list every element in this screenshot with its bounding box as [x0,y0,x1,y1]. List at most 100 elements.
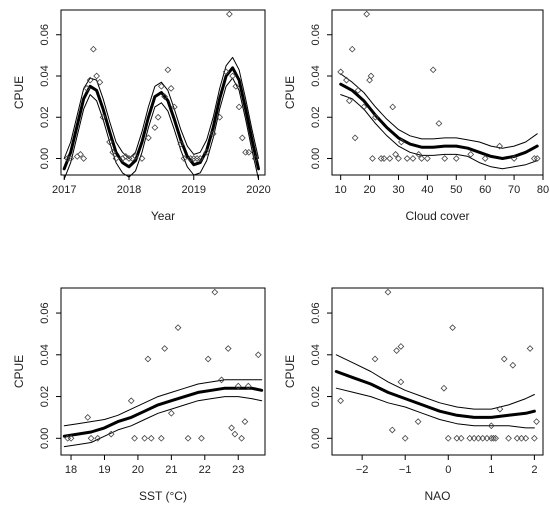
chart-year-data-point [80,155,88,162]
chart-cloud-data-point [398,138,405,146]
chart-cloud-data-point [343,76,350,84]
chart-sst-x-tick-label: 22 [199,464,211,476]
chart-cloud-x-tick-label: 60 [479,184,491,196]
chart-nao-y-tick-label: 0.00 [310,428,322,449]
chart-nao-data-point [531,434,538,442]
chart-year-data-point [96,78,104,86]
chart-cloud-y-tick-label: 0.04 [310,65,322,86]
chart-cloud-data-point [530,155,538,162]
chart-nao-data-point [414,418,422,425]
chart-nao-data-point [449,324,456,332]
chart-cloud-data-point [441,155,449,162]
chart-nao-data-point [371,355,379,363]
chart-cloud-data-point [418,155,425,162]
chart-cloud-x-tick-label: 40 [421,184,433,196]
chart-year-data-point [251,155,259,162]
chart-year-data-point [222,68,230,76]
chart-nao-data-point [397,343,405,350]
chart-cloud-y-axis-label: CPUE [283,76,297,109]
chart-nao-data-point [475,434,482,442]
chart-cloud-x-tick-label: 20 [363,184,375,196]
chart-nao-upper-band-line [335,354,535,410]
chart-year-data-point [109,148,117,156]
chart-nao-data-point [388,426,396,434]
chart-cloud-x-tick-label: 30 [392,184,404,196]
chart-nao-data-point [496,405,504,413]
chart-year-x-tick-label: 2020 [246,184,270,196]
chart-year-data-point [229,72,236,80]
chart-cloud-data-point [435,120,443,127]
chart-year-data-point [209,130,217,138]
chart-sst-x-tick-label: 20 [132,464,144,476]
chart-year-data-point [77,151,84,158]
chart-year-data-point [235,103,243,111]
chart-cloud-x-tick-label: 50 [450,184,462,196]
chart-sst-data-point [67,434,75,442]
chart-cloud-data-point [481,155,489,162]
chart-sst-data-point [238,434,245,442]
chart-year-data-point [216,113,224,121]
chart-sst-data-point [184,434,192,442]
chart-cloud-fit-line [339,82,539,160]
chart-nao-panel: −2 −1 0 1 2 0.00 0.02 0.04 0.06 NAO CPUE [283,287,544,503]
chart-year-data-point [161,93,168,100]
chart-cloud-data-point [386,155,394,162]
chart-year-data-point [106,138,113,146]
chart-year-y-tick-label: 0.02 [39,107,51,128]
chart-cloud-data-point [392,151,399,158]
chart-cloud-upper-band-line [340,73,538,149]
chart-year-data-point [232,82,240,90]
chart-nao-data-point [490,434,497,442]
chart-nao-data-point [487,434,495,442]
chart-sst-data-point [107,430,115,438]
chart-year-data-point [203,148,211,156]
chart-nao-data-point [384,288,392,296]
chart-cloud-data-point [533,155,541,162]
chart-nao-data-point [526,345,534,352]
chart-year-upper-band-line [63,56,259,159]
chart-nao-data-point [505,434,512,442]
chart-year-data-point [245,148,253,156]
chart-cloud-data-point [354,87,362,94]
chart-year-fit-line [62,66,260,171]
chart-sst-data-point [224,345,232,352]
chart-year-data-point [93,72,100,80]
chart-cloud-data-point [409,155,417,162]
chart-nao-data-point [518,434,525,442]
chart-nao-y-axis-label: CPUE [283,355,297,388]
chart-nao-frame [331,287,544,456]
chart-cloud-data-point [348,45,356,53]
chart-nao-data-point [483,434,491,442]
chart-year-data-point [170,103,178,111]
chart-cloud-data-point [345,97,353,105]
chart-sst-data-point [144,355,152,363]
chart-year-y-tick-label: 0.04 [39,65,51,86]
chart-sst-data-point [204,355,212,363]
chart-year-lower-band-line [63,77,259,180]
chart-year-x-tick-label: 2017 [52,184,76,196]
chart-cloud-x-tick-label: 10 [335,184,347,196]
chart-sst-x-tick-label: 19 [98,464,110,476]
chart-cloud-frame [331,9,544,176]
chart-nao-x-tick-label: −2 [356,464,369,476]
chart-nao-data-point [509,361,517,369]
chart-sst-data-point [198,434,205,442]
chart-nao-data-point [397,378,405,386]
chart-sst-y-tick-label: 0.04 [39,344,51,365]
chart-nao-data-point [453,434,461,442]
chart-sst-data-point [254,351,262,359]
chart-cloud-data-point [415,151,423,158]
chart-sst-y-axis-label: CPUE [12,355,26,388]
chart-sst-data-point [147,434,155,442]
chart-nao-x-axis-label: NAO [424,489,450,503]
chart-cloud-data-point [496,142,504,150]
chart-nao-y-tick-label: 0.06 [310,302,322,323]
chart-nao-x-tick-label: 1 [488,464,494,476]
chart-cloud-data-point [429,66,437,74]
chart-cloud-data-point [360,103,368,111]
chart-sst-x-tick-label: 21 [165,464,177,476]
chart-cloud-data-point [369,155,376,162]
chart-year-data-point [83,85,91,92]
chart-cloud-panel: 10 20 30 40 50 60 70 80 0.00 0.02 0.04 0.06 Cloud co… [283,9,549,223]
